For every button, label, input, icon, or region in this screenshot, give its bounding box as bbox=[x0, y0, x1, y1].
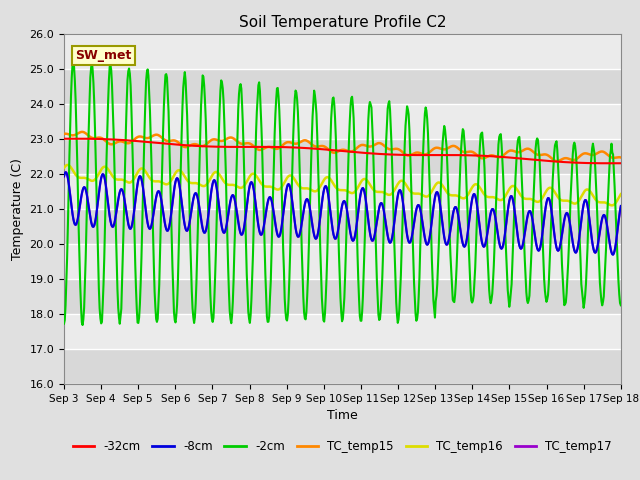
Y-axis label: Temperature (C): Temperature (C) bbox=[11, 158, 24, 260]
Bar bbox=[64, 349, 621, 384]
Bar bbox=[64, 139, 621, 174]
Title: Soil Temperature Profile C2: Soil Temperature Profile C2 bbox=[239, 15, 446, 30]
Bar bbox=[64, 209, 621, 244]
Text: SW_met: SW_met bbox=[75, 49, 131, 62]
Bar bbox=[64, 279, 621, 314]
Legend: -32cm, -8cm, -2cm, TC_temp15, TC_temp16, TC_temp17: -32cm, -8cm, -2cm, TC_temp15, TC_temp16,… bbox=[68, 435, 617, 458]
X-axis label: Time: Time bbox=[327, 409, 358, 422]
Bar bbox=[64, 69, 621, 104]
